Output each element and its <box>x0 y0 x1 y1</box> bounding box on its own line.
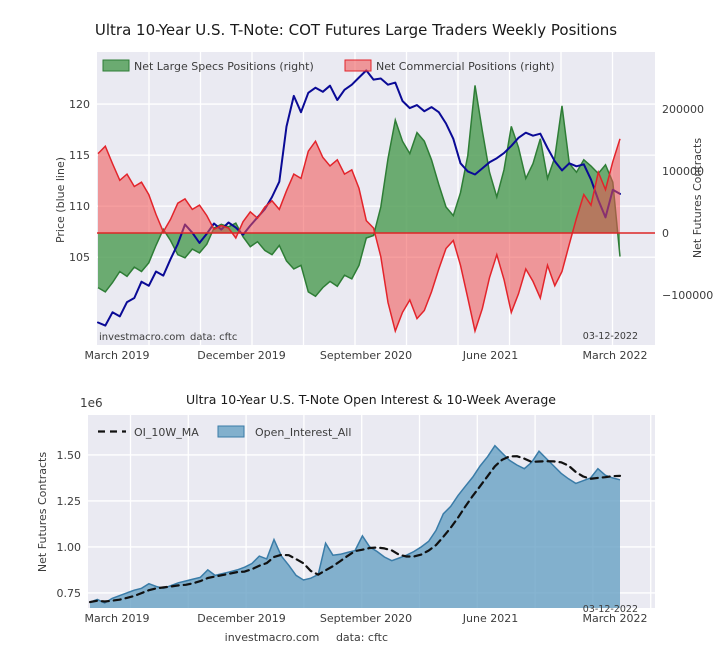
legend-label-net-commercial-positions-right: Net Commercial Positions (right) <box>376 60 555 73</box>
y-right-tick-label: 0 <box>662 227 669 240</box>
y-left-tick-label: 105 <box>69 251 90 264</box>
x-tick-label: June 2021 <box>462 612 518 625</box>
footer-source: investmacro.com <box>225 631 320 644</box>
y-left-axis-label: Net Futures Contracts <box>36 452 49 572</box>
date-annotation: 03-12-2022 <box>583 604 638 615</box>
x-tick-label: March 2022 <box>582 349 647 362</box>
y-left-axis-label: Price (blue line) <box>54 157 67 243</box>
footer-data-source: data: cftc <box>336 631 388 644</box>
y-left-tick-label: 115 <box>69 149 90 162</box>
y-left-tick-label: 1.25 <box>57 495 82 508</box>
y-left-tick-label: 1.50 <box>57 449 82 462</box>
series-net-commercial-positions-right-line <box>97 138 621 334</box>
y-right-axis-label: Net Futures Contracts <box>691 138 704 258</box>
series-oi-10w-ma-line <box>88 455 622 604</box>
series-net-large-specs-positions-right-fill <box>98 85 620 297</box>
x-tick-label: June 2021 <box>462 349 518 362</box>
x-tick-label: December 2019 <box>197 349 286 362</box>
y-left-tick-label: 120 <box>69 98 90 111</box>
series-open-interest-all-fill <box>90 445 620 608</box>
x-tick-label: March 2022 <box>582 612 647 625</box>
bottom-chart-title: Ultra 10-Year U.S. T-Note Open Interest … <box>186 392 556 407</box>
series-open-interest-all-line <box>89 444 621 604</box>
series-net-commercial-positions-right-fill <box>98 138 620 331</box>
y-left-tick-label: 110 <box>69 200 90 213</box>
y-right-tick-label: −100000 <box>662 289 713 302</box>
source-annotation: investmacro.com <box>99 332 185 343</box>
y-axis-offset-label: 1e6 <box>80 396 103 410</box>
x-tick-label: December 2019 <box>197 612 286 625</box>
legend-swatch-net-large-specs-positions-right <box>102 59 130 72</box>
top-chart-svg: 105 110 115 120 −100000 0 100000 200000 March 20… <box>54 52 713 362</box>
legend-swatch-net-commercial-positions-right <box>344 59 372 72</box>
x-tick-label: September 2020 <box>320 612 412 625</box>
date-annotation: 03-12-2022 <box>583 331 638 342</box>
top-chart-title: Ultra 10-Year U.S. T-Note: COT Futures L… <box>94 21 618 39</box>
legend-label-open-interest-all: Open_Interest_All <box>255 426 351 439</box>
series-net-large-specs-positions-right-line <box>97 85 621 298</box>
y-right-tick-label: 100000 <box>662 165 704 178</box>
legend-label-net-large-specs-positions-right: Net Large Specs Positions (right) <box>134 60 314 73</box>
bottom-chart-svg: 0.75 1.00 1.25 1.50 March 2019 December 2019 S… <box>36 396 655 644</box>
y-left-tick-label: 0.75 <box>57 587 82 600</box>
y-right-tick-label: 200000 <box>662 103 704 116</box>
legend-swatch-open-interest-all <box>217 425 245 438</box>
x-tick-label: September 2020 <box>320 349 412 362</box>
x-tick-label: March 2019 <box>84 349 149 362</box>
legend-label-oi-10w-ma: OI_10W_MA <box>134 426 199 439</box>
data-source-annotation: data: cftc <box>190 332 237 343</box>
y-left-tick-label: 1.00 <box>57 541 82 554</box>
x-tick-label: March 2019 <box>84 612 149 625</box>
